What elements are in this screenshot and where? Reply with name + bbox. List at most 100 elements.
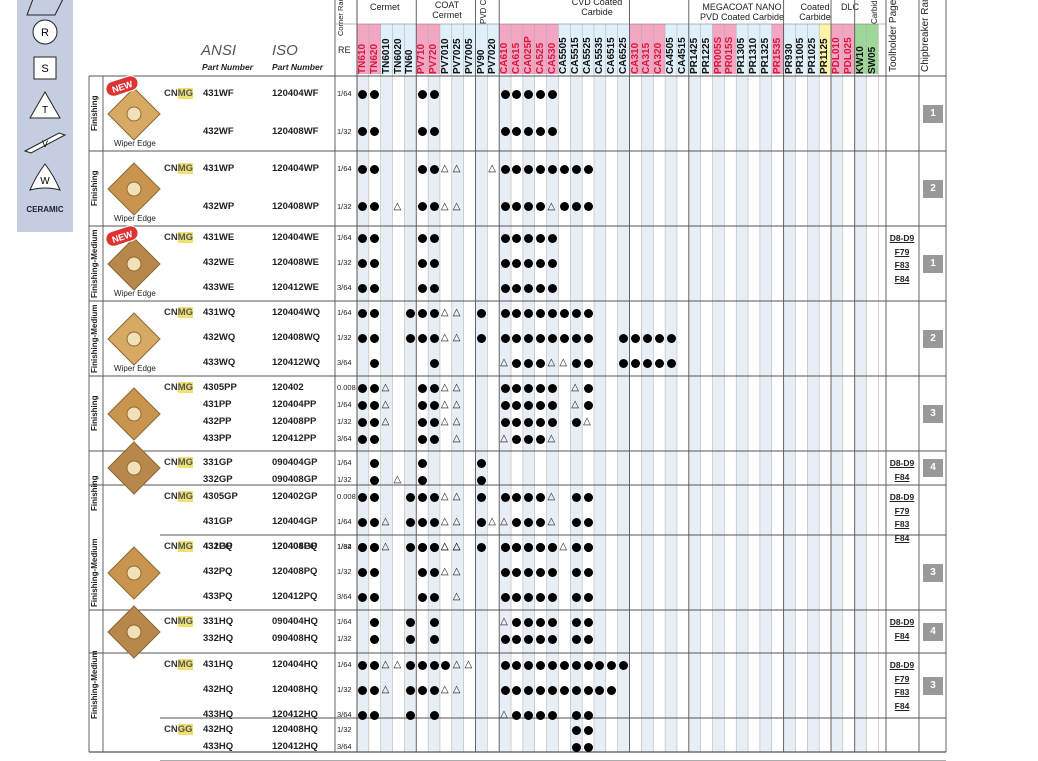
ansi-part-number[interactable]: 4305GP [203,491,238,502]
iso-part-number[interactable]: 120408HQ [272,684,318,695]
iso-part-number[interactable]: 120404WF [272,88,319,99]
iso-part-number[interactable]: 120408HQ [272,724,318,735]
iso-part-number[interactable]: 120404WP [272,163,320,174]
iso-part-number[interactable]: 120408WE [272,257,320,268]
iso-part-number[interactable]: 120412PP [272,433,317,444]
iso-part-number[interactable]: 090404GP [272,457,318,468]
iso-part-number[interactable]: 120402GP [272,491,318,502]
ansi-part-number[interactable]: 433WQ [203,357,236,368]
toolholder-page-link[interactable]: F84 [894,700,910,711]
iso-part-number[interactable]: 120404GP [272,516,318,527]
iso-part-number[interactable]: 120412HQ [272,741,318,752]
round-shape-icon[interactable]: R [23,17,67,47]
chipbreaker-range-badge[interactable]: 4 [923,622,943,641]
recommended-grade-mark [571,358,581,368]
optional-grade-mark: △ [464,659,473,670]
iso-part-number[interactable]: 120408WP [272,200,320,212]
iso-part-number[interactable]: 090404HQ [272,616,318,627]
ansi-part-number[interactable]: 432WQ [203,332,236,343]
iso-part-number[interactable]: 090408GP [272,474,318,485]
toolholder-page-link[interactable]: F84 [894,273,910,284]
ansi-part-number[interactable]: 331HQ [203,616,234,627]
iso-part-number[interactable]: 120412HQ [272,709,318,720]
toolholder-page-link[interactable]: D8-D9 [889,458,915,468]
toolholder-page-link[interactable]: D8-D9 [889,617,915,627]
ansi-part-number[interactable]: 431GP [203,516,233,527]
optional-grade-mark: △ [488,516,496,527]
toolholder-page-link[interactable]: D8-D9 [889,233,915,243]
chipbreaker-range-badge[interactable]: 2 [923,329,943,348]
chipbreaker-range-badge[interactable]: 3 [923,404,943,423]
toolholder-page-link[interactable]: D8-D9 [889,660,915,670]
chipbreaker-range-badge[interactable]: 3 [923,563,943,582]
ansi-part-number[interactable]: 432HQ [203,724,234,735]
ansi-part-number[interactable]: 332GP [203,474,233,485]
iso-part-number[interactable]: 090408HQ [272,633,318,644]
toolholder-page-link[interactable]: F79 [894,673,910,684]
chipbreaker-range-badge[interactable]: 1 [923,104,943,123]
ansi-part-number[interactable]: 432WE [203,257,235,268]
ansi-part-number[interactable]: 432WP [203,200,235,212]
ansi-part-number[interactable]: 432PQ [203,566,233,577]
iso-part-number[interactable]: 120412PQ [272,591,318,602]
ansi-part-number[interactable]: 4305PP [203,382,237,393]
ansi-part-number[interactable]: 433HQ [203,741,234,752]
toolholder-page-link[interactable]: F84 [894,630,910,641]
toolholder-page-link[interactable]: F79 [894,505,910,516]
chipbreaker-range-badge[interactable]: 2 [923,179,943,198]
ansi-part-number[interactable]: 431PP [203,399,232,410]
iso-part-number[interactable]: 120408WQ [272,332,321,343]
ansi-part-number[interactable]: 431WE [203,232,235,243]
ceramic-label[interactable]: CERAMIC [26,205,64,214]
toolholder-page-link[interactable]: F79 [894,246,910,257]
iso-part-number[interactable]: 120404HQ [272,659,318,670]
toolholder-page-link[interactable]: D8-D9 [889,492,915,502]
ansi-part-number[interactable]: 432WF [203,125,234,137]
ansi-part-number[interactable]: 431WP [203,163,235,174]
triangle-shape-icon[interactable]: T [23,90,67,120]
toolholder-page-link[interactable]: F84 [894,532,910,543]
ansi-part-number[interactable]: 432GP [203,541,233,552]
grade-header-bg [439,24,452,74]
iso-part-number[interactable]: 120404WQ [272,307,321,318]
iso-part-number[interactable]: 120408PP [272,416,317,427]
iso-part-number[interactable]: 120402 [272,382,304,393]
optional-grade-mark: △ [452,416,461,427]
iso-part-number[interactable]: 120408GP [272,541,318,552]
iso-part-number[interactable]: 120412WE [272,282,320,293]
toolholder-page-link[interactable]: F83 [894,519,910,529]
ansi-part-number[interactable]: 433HQ [203,709,234,720]
ansi-part-number[interactable]: 433PP [203,433,232,444]
rhombus-35-shape-icon[interactable]: V [23,128,67,158]
ansi-part-number[interactable]: 431WQ [203,307,236,318]
chipbreaker-range-badge[interactable]: 4 [923,459,943,477]
ansi-part-number[interactable]: 431PQ [203,541,233,552]
iso-part-number[interactable]: 120408WF [272,125,319,137]
ansi-part-number[interactable]: 331GP [203,457,233,468]
recommended-grade-mark [429,127,439,136]
iso-part-number[interactable]: 120404WE [272,232,320,243]
chipbreaker-range-badge[interactable]: 1 [923,254,943,273]
ansi-part-number[interactable]: 433WE [203,282,235,293]
chipbreaker-range-badge[interactable]: 3 [923,676,943,695]
square-shape-icon[interactable]: S [23,53,67,83]
ansi-part-number[interactable]: 432PP [203,416,232,427]
rhombus-shape-icon[interactable] [23,0,67,22]
ansi-part-number[interactable]: 431WF [203,88,234,99]
iso-part-number[interactable]: 120408PQ [272,566,318,577]
iso-part-number[interactable]: 120404PP [272,399,317,410]
toolholder-page-link[interactable]: F83 [894,687,910,697]
toolholder-page-link[interactable]: F83 [894,260,910,270]
ansi-part-number[interactable]: 431HQ [203,659,234,670]
iso-part-number[interactable]: 120404PQ [272,541,318,552]
toolholder-page-link[interactable]: F84 [894,471,910,482]
iso-part-number[interactable]: 120412WQ [272,357,321,368]
grade-header-bg [582,24,594,74]
trigon-shape-icon[interactable]: W [23,163,67,193]
ansi-part-number[interactable]: 432HQ [203,684,234,695]
optional-grade-mark: △ [452,659,461,670]
ansi-part-number[interactable]: 433PQ [203,591,233,602]
grade-column-ca525 [534,76,547,752]
recommended-grade-mark [524,164,534,174]
ansi-part-number[interactable]: 332HQ [203,633,234,644]
